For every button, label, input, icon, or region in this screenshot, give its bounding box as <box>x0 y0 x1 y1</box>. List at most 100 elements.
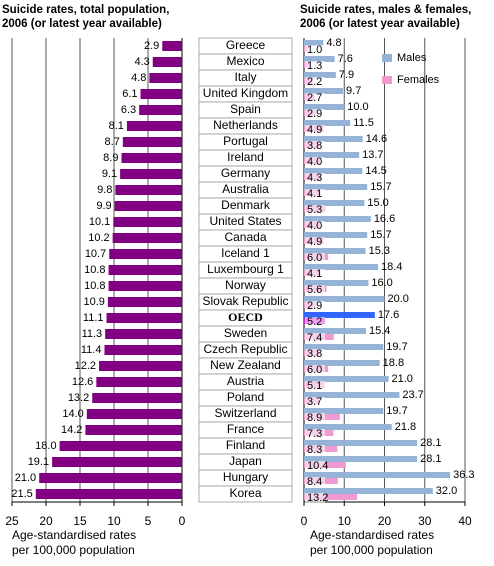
bar <box>304 120 351 126</box>
value-label: 10.0 <box>347 101 368 113</box>
bar <box>86 409 182 419</box>
axis-label: Age-standardised rates <box>12 528 136 542</box>
x-tick-label: 0 <box>301 514 308 528</box>
bar <box>304 456 418 462</box>
value-label: 28.1 <box>420 453 441 465</box>
value-label: 4.0 <box>307 220 322 232</box>
label-bg <box>305 269 325 279</box>
axis-label: per 100,000 population <box>12 543 135 557</box>
value-label: 11.5 <box>353 117 374 129</box>
bar <box>304 408 384 414</box>
value-label: 10.8 <box>84 280 105 292</box>
category-label: Germany <box>221 166 270 180</box>
label-bg <box>305 317 325 327</box>
value-label: 13.7 <box>362 149 383 161</box>
value-label: 15.7 <box>370 229 391 241</box>
value-label: 2.9 <box>307 108 322 120</box>
bar <box>162 41 182 51</box>
category-label: United States <box>209 214 281 228</box>
bar <box>304 344 384 350</box>
value-label: 10.4 <box>307 460 328 472</box>
label-bg <box>305 189 325 199</box>
value-label: 11.1 <box>83 312 104 324</box>
value-label: 14.5 <box>365 165 386 177</box>
bar <box>140 89 182 99</box>
bar <box>304 248 366 254</box>
value-label: 15.3 <box>369 245 390 257</box>
value-label: 20.0 <box>388 293 409 305</box>
category-label: Switzerland <box>214 406 276 420</box>
label-bg <box>305 301 325 311</box>
label-bg <box>305 157 325 167</box>
bar <box>304 184 368 190</box>
value-label: 16.0 <box>371 277 392 289</box>
bar <box>126 121 182 131</box>
label-bg <box>305 397 325 407</box>
value-label: 8.4 <box>307 476 322 488</box>
value-label: 19.1 <box>28 456 49 468</box>
value-label: 21.8 <box>395 421 416 433</box>
value-label: 5.3 <box>307 204 322 216</box>
category-label: Czech Republic <box>203 342 287 356</box>
value-label: 18.0 <box>35 440 56 452</box>
label-bg <box>305 205 325 215</box>
bar <box>96 377 182 387</box>
value-label: 5.1 <box>307 380 322 392</box>
x-tick-label: 10 <box>107 514 121 528</box>
value-label: 4.3 <box>307 172 322 184</box>
value-label: 12.6 <box>72 376 93 388</box>
x-tick-label: 40 <box>458 514 472 528</box>
label-bg <box>305 237 325 247</box>
label-bg <box>305 445 325 455</box>
value-label: 11.4 <box>81 344 102 356</box>
category-label: Japan <box>229 454 262 468</box>
bar <box>114 201 182 211</box>
category-label: Slovak Republic <box>202 294 288 308</box>
value-label: 15.4 <box>369 325 390 337</box>
value-label: 21.0 <box>15 472 36 484</box>
bar <box>108 265 182 275</box>
bar <box>304 472 451 478</box>
bar <box>304 56 335 62</box>
category-label: Norway <box>225 278 266 292</box>
bar <box>304 72 336 78</box>
category-label: Portugal <box>223 134 268 148</box>
bar <box>304 264 379 270</box>
category-label: Finland <box>226 438 265 452</box>
bar <box>304 88 344 94</box>
bar <box>105 329 182 339</box>
value-label: 4.0 <box>307 156 322 168</box>
value-label: 6.0 <box>307 252 322 264</box>
label-bg <box>305 109 325 119</box>
value-label: 11.3 <box>82 328 103 340</box>
value-label: 10.7 <box>85 248 106 260</box>
category-label: United Kingdom <box>203 86 288 100</box>
value-label: 21.0 <box>392 373 413 385</box>
label-bg <box>305 285 325 295</box>
category-label: Ireland <box>227 150 264 164</box>
category-label: Iceland 1 <box>221 246 270 260</box>
label-bg <box>305 173 325 183</box>
value-label: 28.1 <box>420 437 441 449</box>
value-label: 19.7 <box>386 341 407 353</box>
label-bg <box>305 221 325 231</box>
value-label: 4.3 <box>134 56 149 68</box>
bar <box>304 392 400 398</box>
bar <box>139 105 182 115</box>
value-label: 6.0 <box>307 364 322 376</box>
label-bg <box>305 333 325 343</box>
category-label: Hungary <box>223 470 268 484</box>
value-label: 16.6 <box>374 213 395 225</box>
value-label: 7.6 <box>338 53 353 65</box>
bar <box>115 185 182 195</box>
x-tick-label: 30 <box>418 514 432 528</box>
value-label: 3.8 <box>307 348 322 360</box>
value-label: 10.2 <box>88 232 109 244</box>
category-label: France <box>227 422 265 436</box>
value-label: 8.1 <box>109 120 124 132</box>
category-label: Austria <box>227 374 265 388</box>
category-label: Denmark <box>221 198 271 212</box>
value-label: 4.9 <box>307 124 322 136</box>
value-label: 2.2 <box>307 76 322 88</box>
